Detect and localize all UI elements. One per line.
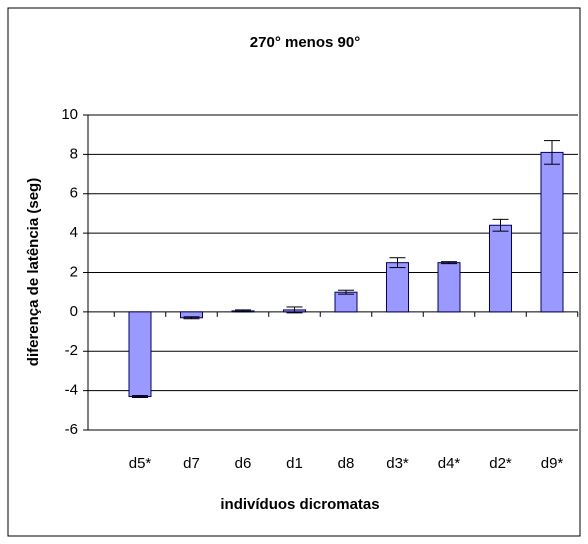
bar [386,262,409,313]
x-axis-label: indivíduos dicromatas [220,496,379,513]
bar [128,311,152,398]
bar [540,151,564,313]
bar [489,224,512,313]
y-tick-label: -2 [65,342,78,359]
x-tick-label: d1 [286,455,303,472]
y-tick-label: 0 [70,303,78,320]
y-tick-label: 6 [70,185,78,202]
x-tick-label: d4* [438,455,461,472]
x-tick-label: d3* [386,455,409,472]
x-tick-label: d9* [541,455,564,472]
y-tick-label: -6 [65,421,78,438]
y-axis-label: diferença de latência (seg) [25,178,42,366]
x-tick-label: d2* [489,455,512,472]
x-tick-label: d5* [129,455,152,472]
x-tick-label: d7 [183,455,200,472]
x-tick-label: d6 [235,455,252,472]
y-tick-label: 4 [70,224,78,241]
y-tick-label: 10 [61,106,78,123]
bar [334,291,358,313]
y-tick-label: 8 [70,145,78,162]
y-tick-label: -4 [65,382,78,399]
chart-title: 270° menos 90° [250,34,360,51]
y-tick-label: 2 [70,263,78,280]
x-tick-label: d8 [338,455,355,472]
bar [437,262,461,313]
